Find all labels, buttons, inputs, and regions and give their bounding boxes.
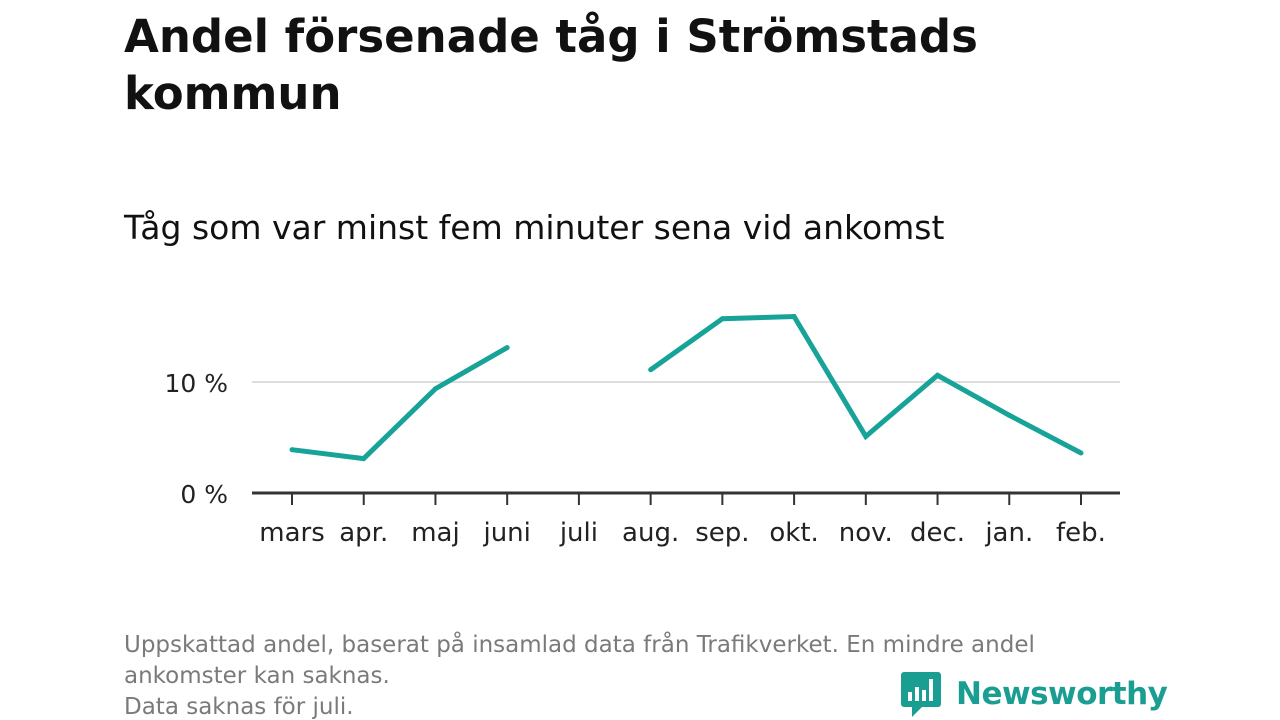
- x-tick-label: apr.: [339, 518, 388, 548]
- x-tick-label: feb.: [1056, 518, 1106, 548]
- data-point-mars: [289, 447, 295, 453]
- line-chart: 0 % 10 % mars apr. maj juni juli aug. sep. okt. no…: [164, 313, 1120, 548]
- x-tick-label: nov.: [839, 518, 893, 548]
- x-tick-label: okt.: [769, 518, 818, 548]
- chart-title: Andel försenade tåg i Strömstads kommun: [124, 10, 978, 120]
- x-tick-label: juni: [482, 518, 530, 548]
- x-tick-label: juli: [559, 518, 598, 548]
- data-point-nov: [863, 433, 869, 439]
- data-point-okt: [791, 314, 797, 320]
- footnote: Uppskattad andel, baserat på insamlad da…: [124, 630, 1164, 720]
- series-layer: [289, 313, 1084, 462]
- data-point-jan: [1006, 412, 1012, 418]
- x-tick-label: jan.: [984, 518, 1033, 548]
- footnote-line-2: ankomster kan saknas.: [124, 663, 390, 689]
- x-tick-label: aug.: [622, 518, 679, 548]
- y-tick-label: 0 %: [180, 480, 228, 509]
- axis-layer: [252, 491, 1120, 505]
- data-point-dec: [935, 372, 941, 378]
- data-point-maj: [432, 386, 438, 392]
- newsworthy-logo-icon: [901, 672, 941, 717]
- x-tick-label: sep.: [695, 518, 749, 548]
- footnote-line-3: Data saknas för juli.: [124, 694, 354, 720]
- x-tick-label: maj: [411, 518, 459, 548]
- y-tick-label: 10 %: [164, 369, 228, 398]
- series-line-segment-1: [291, 345, 509, 462]
- footnote-line-1: Uppskattad andel, baserat på insamlad da…: [124, 632, 1035, 658]
- data-point-apr: [361, 456, 367, 462]
- data-point-juni: [504, 345, 510, 351]
- logo-text: Newsworthy: [956, 676, 1168, 712]
- newsworthy-logo: Newsworthy: [900, 670, 1168, 718]
- x-tick-label: dec.: [910, 518, 965, 548]
- x-tick-label: mars: [259, 518, 325, 548]
- chart-subtitle: Tåg som var minst fem minuter sena vid a…: [124, 208, 945, 247]
- data-point-feb: [1078, 450, 1084, 456]
- data-point-sep: [719, 316, 725, 322]
- label-layer: 0 % 10 % mars apr. maj juni juli aug. sep. okt. no…: [164, 369, 1105, 548]
- data-point-aug: [648, 367, 654, 373]
- series-line-segment-2: [649, 313, 1083, 456]
